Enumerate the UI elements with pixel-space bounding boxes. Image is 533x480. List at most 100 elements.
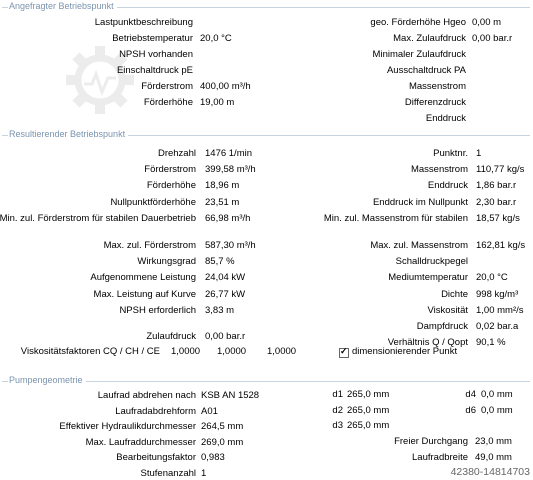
req-left-row-label: Einschaltdruck pE bbox=[116, 65, 193, 76]
geo-left-row-label: Laufrad abdrehen nach bbox=[97, 390, 196, 401]
geo-d2-row-label: d6 bbox=[465, 404, 476, 416]
geo-d-row-label: d3 bbox=[332, 420, 343, 432]
res-left2-row-label: Wirkungsgrad bbox=[137, 256, 196, 268]
geo-left-row-label: Effektiver Hydraulikdurchmesser bbox=[59, 421, 196, 433]
res-right2-row-label: Dichte bbox=[441, 288, 468, 300]
res-left-row-label: Förderhöhe bbox=[146, 180, 196, 192]
geo-left-row-label: Max. Laufraddurchmesser bbox=[85, 436, 196, 448]
visc-factor-ce: 1,0000 bbox=[267, 346, 297, 357]
geo-left-row-value: 269,0 mm bbox=[201, 436, 244, 448]
req-left-row-value: 19,00 m bbox=[200, 97, 235, 108]
section-title-geometry: Pumpengeometrie bbox=[8, 375, 86, 385]
res-right-row-value: 1 bbox=[476, 148, 482, 159]
geo-d2-row-value: 0,0 mm bbox=[481, 404, 513, 416]
res-right2-row-label: Viskosität bbox=[427, 304, 468, 316]
geo-right-row-label: Freier Durchgang bbox=[394, 436, 468, 447]
res-right-row-value: 1,86 bar.r bbox=[476, 180, 517, 192]
zulaufdruck-value: 0,00 bar.r bbox=[205, 331, 246, 342]
res-left2-row-value: 587,30 m³/h bbox=[205, 240, 256, 251]
res-right-row-label: Enddruck bbox=[427, 180, 468, 192]
geo-d-row-value: 265,0 mm bbox=[347, 404, 390, 416]
geo-left-row-value: A01 bbox=[201, 405, 218, 417]
res-right-row-label: Massenstrom bbox=[410, 164, 468, 176]
res-left2-row-label: Max. Leistung auf Kurve bbox=[93, 288, 196, 300]
geo-d-row-label: d2 bbox=[332, 404, 343, 416]
geo-left-row-label: Bearbeitungsfaktor bbox=[116, 452, 196, 464]
req-left-row-label: Betriebstemperatur bbox=[112, 33, 193, 44]
req-right-row-value: 0,00 bar.r bbox=[472, 33, 513, 44]
geo-left-row-value: 1 bbox=[201, 468, 207, 479]
res-right2-row-label: Verhältnis Q / Qopt bbox=[387, 337, 468, 349]
res-left-row-label: Förderstrom bbox=[144, 164, 196, 176]
geo-d-row-value: 265,0 mm bbox=[347, 389, 390, 400]
req-right-row-value: 0,00 m bbox=[472, 17, 502, 28]
geo-left-row-value: 264,5 mm bbox=[201, 421, 244, 433]
req-left-row-label: Förderstrom bbox=[141, 81, 193, 92]
res-left-row-value: 18,96 m bbox=[205, 180, 240, 192]
res-right-row-label: Min. zul. Massenstrom für stabilen bbox=[323, 212, 468, 224]
res-left-row-value: 399,58 m³/h bbox=[205, 164, 256, 176]
req-right-row-label: Max. Zulaufdruck bbox=[393, 33, 466, 44]
req-right-row-label: Differenzdruck bbox=[404, 97, 466, 108]
res-right-row-value: 110,77 kg/s bbox=[476, 164, 525, 176]
res-left-row-value: 66,98 m³/h bbox=[205, 212, 251, 224]
res-left2-row-value: 85,7 % bbox=[205, 256, 235, 268]
req-right-row-label: Minimaler Zulaufdruck bbox=[372, 49, 466, 60]
gear-watermark-icon bbox=[66, 46, 134, 114]
res-left-row-label: Min. zul. Förderstrom für stabilen Dauer… bbox=[0, 212, 196, 224]
geo-d-row-label: d1 bbox=[332, 389, 343, 400]
res-right2-row-value: 1,00 mm²/s bbox=[476, 304, 524, 316]
dimension-checkbox-label: dimensionierender Punkt bbox=[352, 346, 458, 357]
geo-right-row-value: 49,0 mm bbox=[475, 452, 512, 463]
res-right2-row-value: 998 kg/m³ bbox=[476, 288, 519, 300]
res-left2-row-label: Max. zul. Förderstrom bbox=[103, 240, 196, 251]
req-left-row-label: Lastpunktbeschreibung bbox=[94, 17, 193, 28]
res-left2-row-value: 26,77 kW bbox=[205, 288, 246, 300]
fieldset-geometry: Pumpengeometrie bbox=[2, 375, 530, 385]
req-right-row-label: Enddruck bbox=[425, 113, 466, 124]
res-right-row-value: 2,30 bar.r bbox=[476, 196, 517, 208]
res-right2-row-value: 162,81 kg/s bbox=[476, 240, 526, 251]
res-right2-row-value: 0,02 bar.a bbox=[476, 321, 519, 332]
geo-d-row-value: 265,0 mm bbox=[347, 420, 390, 432]
res-right2-row-label: Mediumtemperatur bbox=[388, 272, 468, 284]
req-right-row-label: geo. Förderhöhe Hgeo bbox=[370, 17, 466, 28]
res-right-row-value: 18,57 kg/s bbox=[476, 212, 520, 224]
geo-d2-row-value: 0,0 mm bbox=[481, 389, 513, 400]
geo-right-row-value: 23,0 mm bbox=[475, 436, 512, 447]
res-right2-row-label: Max. zul. Massenstrom bbox=[370, 240, 468, 251]
image-id: 42380-14814703 bbox=[450, 466, 530, 478]
visc-factors-label: Viskositätsfaktoren CQ / CH / CE bbox=[20, 346, 160, 357]
dimension-checkbox[interactable] bbox=[339, 346, 349, 358]
geo-d2-row-label: d4 bbox=[465, 389, 476, 400]
geo-right-row-label: Laufradbreite bbox=[412, 452, 468, 463]
section-title-result: Resultierender Betriebspunkt bbox=[8, 129, 129, 139]
req-right-row-label: Ausschaltdruck PA bbox=[386, 65, 466, 76]
res-right2-row-label: Dampfdruck bbox=[416, 321, 468, 332]
visc-factor-cq: 1,0000 bbox=[171, 346, 201, 357]
zulaufdruck-label: Zulaufdruck bbox=[146, 331, 196, 342]
res-left2-row-label: Aufgenommene Leistung bbox=[90, 272, 196, 284]
res-left2-row-value: 3,83 m bbox=[205, 304, 235, 316]
req-right-row-label: Massenstrom bbox=[408, 81, 466, 92]
res-right2-row-label: Schalldruckpegel bbox=[395, 256, 468, 268]
section-title-requested: Angefragter Betriebspunkt bbox=[8, 1, 117, 11]
fieldset-result: Resultierender Betriebspunkt bbox=[2, 129, 530, 139]
res-right-row-label: Enddruck im Nullpunkt bbox=[372, 196, 468, 208]
res-right2-row-value: 20,0 °C bbox=[476, 272, 508, 284]
req-left-row-value: 20,0 °C bbox=[200, 33, 232, 44]
res-left-row-value: 23,51 m bbox=[205, 196, 240, 208]
req-left-row-value: 400,00 m³/h bbox=[200, 81, 251, 92]
fieldset-requested: Angefragter Betriebspunkt bbox=[2, 1, 530, 11]
res-left2-row-value: 24,04 kW bbox=[205, 272, 246, 284]
res-left-row-value: 1476 1/min bbox=[205, 148, 253, 159]
res-right2-row-value: 90,1 % bbox=[476, 337, 506, 349]
res-left-row-label: Nullpunktförderhöhe bbox=[110, 196, 196, 208]
geo-left-row-label: Stufenanzahl bbox=[140, 468, 196, 479]
res-left-row-label: Drehzahl bbox=[157, 148, 196, 159]
visc-factor-ch: 1,0000 bbox=[217, 346, 247, 357]
geo-left-row-value: 0,983 bbox=[201, 452, 225, 464]
req-left-row-label: NPSH vorhanden bbox=[119, 49, 193, 60]
res-left2-row-label: NPSH erforderlich bbox=[119, 304, 196, 316]
res-right-row-label: Punktnr. bbox=[433, 148, 468, 159]
